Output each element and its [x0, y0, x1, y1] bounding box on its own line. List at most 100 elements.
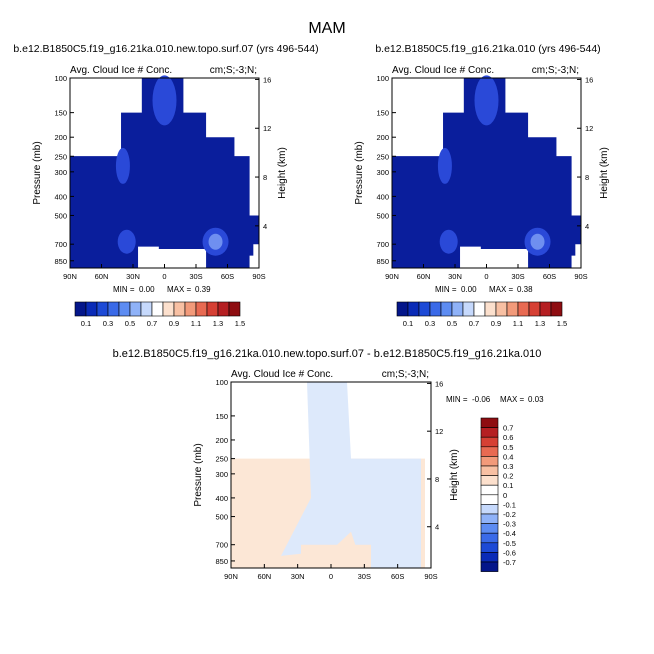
colorbar-box	[480, 417, 499, 428]
colorbar-box	[162, 301, 175, 317]
x-tick-label: 60N	[417, 272, 431, 281]
x-tick-label: 90N	[63, 272, 77, 281]
contour-max-tropics	[437, 147, 452, 184]
y-tick-label: 850	[215, 557, 228, 566]
colorbar-label: -0.1	[503, 500, 516, 509]
min-label: MIN =	[446, 395, 468, 404]
y-tick-label: 150	[215, 412, 228, 421]
y-tick-label: 250	[215, 455, 228, 464]
y-tick-label: 850	[54, 257, 67, 266]
colorbar-label: 1.1	[513, 319, 523, 328]
colorbar-box	[418, 301, 431, 317]
colorbar-box	[184, 301, 197, 317]
colorbar-box	[85, 301, 98, 317]
y-right-tick-label: 8	[585, 173, 589, 182]
colorbar-box	[140, 301, 153, 317]
y-right-tick-label: 4	[435, 523, 439, 532]
y-tick-label: 400	[376, 192, 389, 201]
panel-title: b.e12.B1850C5.f19_g16.21ka.010 (yrs 496-…	[375, 43, 600, 55]
y-tick-label: 300	[215, 470, 228, 479]
colorbar-box	[228, 301, 241, 317]
colorbar-label: -0.5	[503, 539, 516, 548]
colorbar-box	[480, 504, 499, 515]
colorbar-label: 1.5	[235, 319, 245, 328]
colorbar-label: 1.3	[535, 319, 545, 328]
max-value: 0.03	[528, 395, 544, 404]
colorbar-box	[528, 301, 541, 317]
colorbar-label: 0.4	[503, 452, 513, 461]
y-tick-label: 400	[215, 494, 228, 503]
contour-max-nh	[439, 229, 458, 254]
colorbar-label: 1.5	[557, 319, 567, 328]
difference-title: b.e12.B1850C5.f19_g16.21ka.010.new.topo.…	[113, 348, 542, 360]
y-right-tick-label: 12	[585, 124, 593, 133]
topography-mask	[138, 246, 207, 268]
colorbar-box	[206, 301, 219, 317]
colorbar-box	[495, 301, 508, 317]
colorbar-label: 0.7	[147, 319, 157, 328]
max-label: MAX =	[167, 285, 192, 294]
colorbar-box	[118, 301, 131, 317]
y-tick-label: 250	[376, 152, 389, 161]
colorbar-box	[107, 301, 120, 317]
y-axis-label: Pressure (mb)	[32, 141, 43, 204]
contour-field	[70, 75, 259, 268]
units-label: cm;S;-3;N;	[382, 369, 429, 380]
x-tick-label: 0	[329, 572, 333, 581]
figure-title: MAM	[308, 20, 345, 37]
colorbar-box	[462, 301, 475, 317]
colorbar-box	[480, 494, 499, 505]
y-tick-label: 500	[54, 211, 67, 220]
max-label: MAX =	[489, 285, 514, 294]
colorbar-box	[480, 436, 499, 448]
y-right-tick-label: 4	[585, 222, 589, 231]
y-axis-label: Pressure (mb)	[354, 141, 365, 204]
y-tick-label: 300	[54, 168, 67, 177]
topography-mask	[460, 246, 529, 268]
y-right-tick-label: 12	[263, 124, 271, 133]
colorbar-box	[451, 301, 464, 317]
colorbar-box	[480, 552, 499, 563]
x-tick-label: 60S	[543, 272, 556, 281]
y-tick-label: 200	[376, 133, 389, 142]
min-value: 0.00	[461, 285, 477, 294]
x-tick-label: 60S	[221, 272, 234, 281]
y-right-axis-label: Height (km)	[599, 147, 610, 199]
y-tick-label: 100	[376, 74, 389, 83]
max-value: 0.39	[195, 285, 211, 294]
x-tick-label: 0	[484, 272, 488, 281]
colorbar-box	[480, 523, 499, 534]
x-tick-label: 30S	[358, 572, 371, 581]
colorbar-box	[407, 301, 420, 317]
min-label: MIN =	[435, 285, 457, 294]
y-tick-label: 150	[54, 109, 67, 118]
colorbar-label: 0.5	[447, 319, 457, 328]
y-tick-label: 850	[376, 257, 389, 266]
contour-max-nh	[117, 229, 136, 254]
colorbar-box	[506, 301, 519, 317]
units-label: cm;S;-3;N;	[532, 65, 579, 76]
x-tick-label: 60N	[257, 572, 271, 581]
colorbar-box	[484, 301, 497, 317]
colorbar-label: 0.6	[503, 433, 513, 442]
colorbar-box	[96, 301, 109, 317]
contour-field	[392, 75, 581, 268]
colorbar-box	[480, 465, 499, 476]
x-tick-label: 90S	[252, 272, 265, 281]
colorbar: 0.70.60.50.40.30.20.10-0.1-0.2-0.3-0.4-0…	[480, 417, 516, 572]
units-label: cm;S;-3;N;	[210, 65, 257, 76]
y-tick-label: 700	[376, 240, 389, 249]
colorbar-label: 0.9	[169, 319, 179, 328]
colorbar-box	[480, 475, 499, 486]
y-right-axis-label: Height (km)	[277, 147, 288, 199]
min-value: 0.00	[139, 285, 155, 294]
colorbar-box	[217, 301, 230, 317]
diff-negative-region	[281, 382, 421, 568]
colorbar-box	[550, 301, 563, 317]
contour-max-tropics	[115, 147, 130, 184]
colorbar-label: 0.5	[125, 319, 135, 328]
x-tick-label: 30S	[189, 272, 202, 281]
colorbar-box	[173, 301, 186, 317]
y-right-tick-label: 4	[263, 222, 267, 231]
y-tick-label: 200	[215, 436, 228, 445]
